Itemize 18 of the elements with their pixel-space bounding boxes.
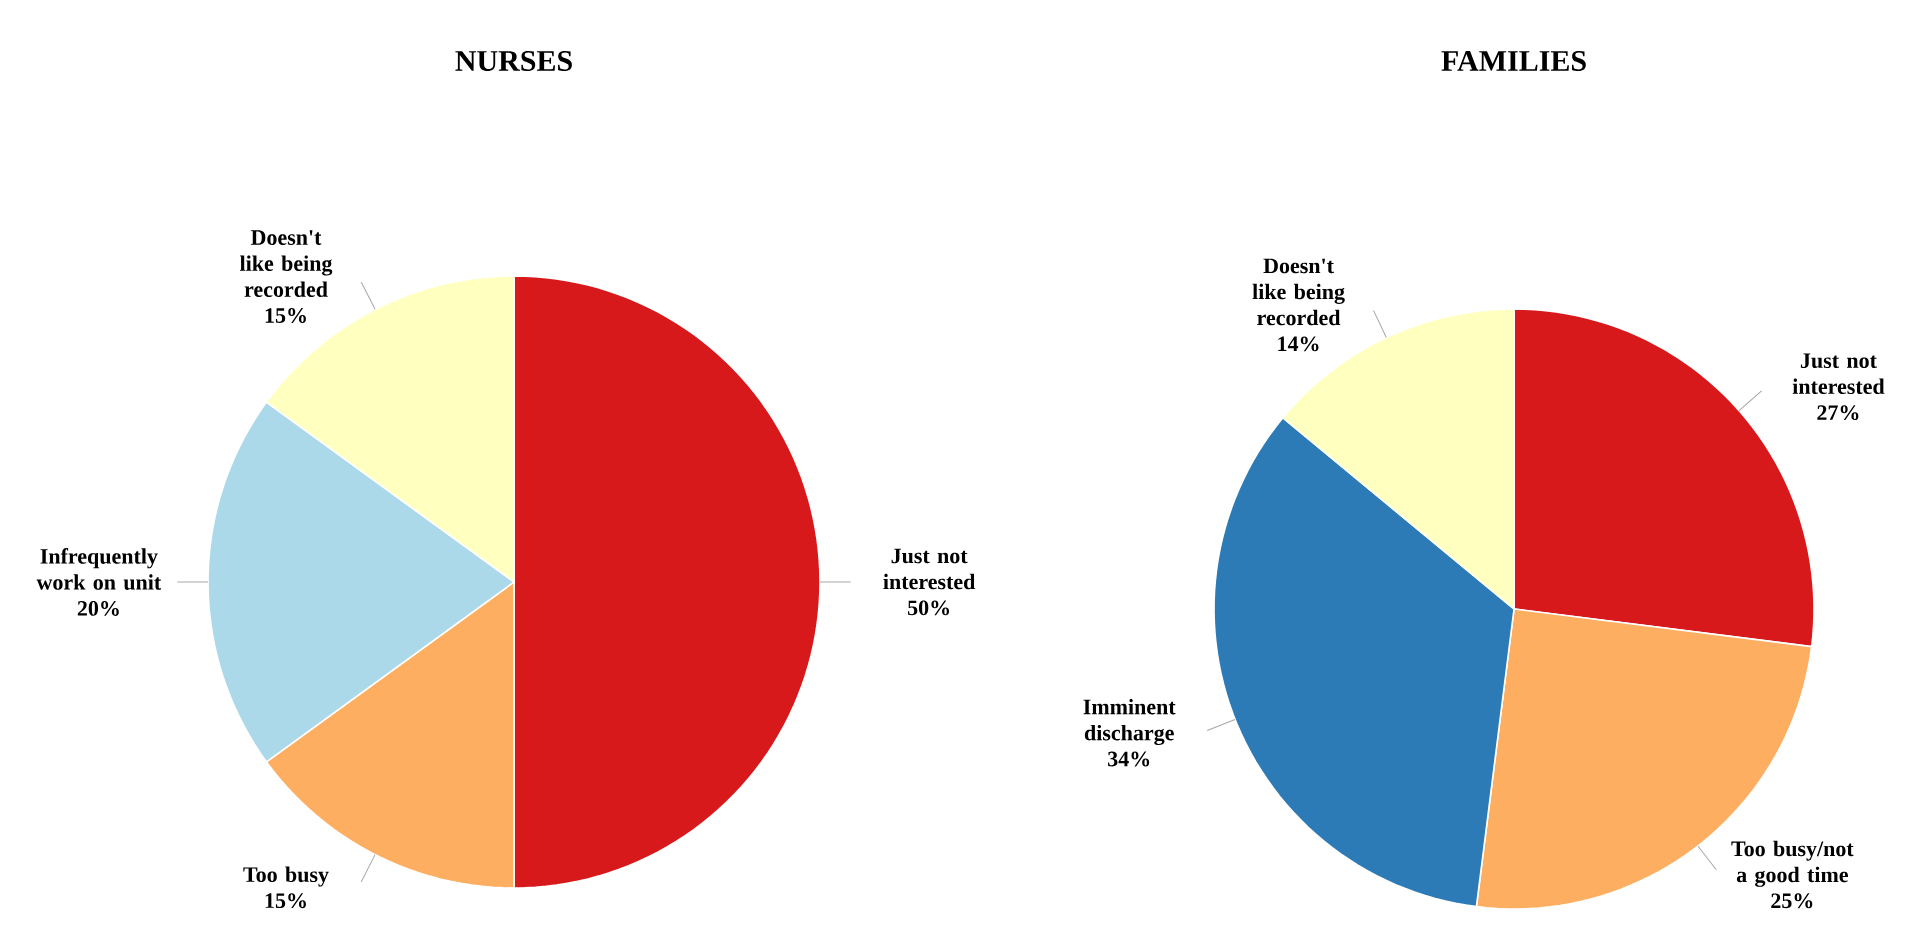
slice-label: Just not interested (883, 548, 976, 590)
slice-label: Infrequently work on unit (36, 548, 162, 590)
data-label: 14% (1278, 336, 1319, 352)
chart-title: FAMILIES (1441, 50, 1586, 72)
data-label: 25% (1771, 893, 1813, 909)
data-label: 15% (265, 308, 306, 323)
slice-label: Too busy (243, 866, 329, 887)
chart-title: NURSES (455, 50, 572, 72)
slice-label: Just not interested (1792, 353, 1885, 395)
slice-label: Doesn't like being recorded (239, 230, 333, 297)
slice-label: Too busy/not a good time (1731, 840, 1854, 887)
data-label: 27% (1817, 405, 1859, 421)
data-label: 20% (77, 600, 119, 616)
slice-label: Doesn't like being recorded (1252, 258, 1345, 326)
slice-label: Imminent discharge (1083, 698, 1176, 746)
data-label: 15% (265, 893, 306, 909)
data-label: 34% (1108, 751, 1150, 767)
data-label: 50% (908, 600, 950, 616)
